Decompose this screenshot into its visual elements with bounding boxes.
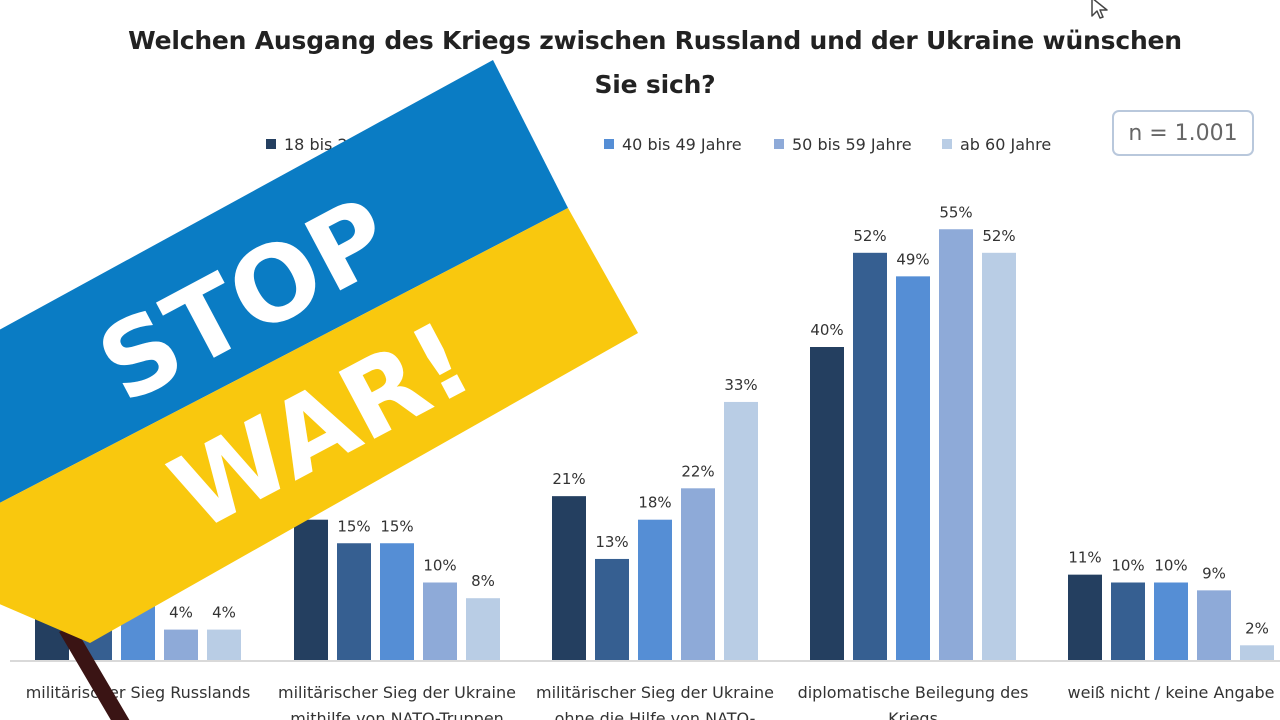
chart-title-line-2: Sie sich? [594,70,716,99]
legend-label: 50 bis 59 Jahre [792,134,912,154]
sample-size-badge: n = 1.001 [1112,110,1254,156]
value-label-4-3: 49% [896,250,929,268]
category-label-2-line-1: militärischer Sieg der Ukraine [278,683,516,702]
category-label-1-line-1: militärischer Sieg Russlands [26,683,251,702]
legend-label: ab 60 Jahre [960,134,1052,154]
category-label-4-line-1: diplomatische Beilegung des [798,683,1029,702]
bars-layer [35,229,1274,662]
category-label-4-line-2: Kriegs [888,709,938,720]
bar-2-1 [294,519,328,661]
legend-item-4: 50 bis 59 Jahre [774,134,912,154]
bar-4-5 [982,252,1016,662]
flag-yellow-stripe [0,208,638,643]
bar-3-1 [552,496,586,661]
legend-item-5: ab 60 Jahre [942,134,1051,154]
value-label-5-5: 2% [1245,619,1269,637]
value-label-2-4: 10% [423,557,456,575]
flag-pole [59,623,130,720]
bar-4-4 [939,229,973,661]
mouse-cursor-icon [1091,0,1108,19]
legend-swatch [942,139,952,149]
chart-title-line-1: Welchen Ausgang des Kriegs zwischen Russ… [128,26,1182,55]
legend-swatch [604,139,614,149]
bar-2-2 [337,543,371,661]
bar-5-3 [1154,582,1188,661]
bar-4-1 [810,347,844,661]
value-label-2-3: 15% [380,517,413,535]
bar-2-3 [380,543,414,661]
bar-3-4 [681,488,715,661]
value-label-3-2: 13% [595,533,628,551]
bar-3-2 [595,558,629,661]
category-label-5-line-1: weiß nicht / keine Angabe [1068,683,1275,702]
value-label-1-5: 4% [212,604,236,622]
bar-5-2 [1111,582,1145,661]
value-label-1-4: 4% [169,604,193,622]
category-label-3-line-1: militärischer Sieg der Ukraine [536,683,774,702]
category-label-2-line-2: mithilfe von NATO-Truppen [290,709,504,720]
category-label-3-line-2: ohne die Hilfe von NATO- [555,709,756,720]
value-label-2-5: 8% [471,572,495,590]
value-label-4-1: 40% [810,321,843,339]
bar-1-4 [164,629,198,661]
legend-item-3: 40 bis 49 Jahre [604,134,742,154]
value-label-3-1: 21% [552,470,585,488]
legend-swatch [266,139,276,149]
value-label-5-1: 11% [1068,549,1101,567]
legend-swatch [774,139,784,149]
value-label-5-4: 9% [1202,564,1226,582]
value-label-4-5: 52% [982,227,1015,245]
bar-3-3 [638,519,672,661]
flag-blue-stripe [0,60,568,503]
bar-5-5 [1240,645,1274,661]
legend-label: 40 bis 49 Jahre [622,134,742,154]
bar-1-5 [207,629,241,661]
value-label-4-2: 52% [853,227,886,245]
value-label-3-4: 22% [681,462,714,480]
value-label-3-3: 18% [638,494,671,512]
bar-4-3 [896,276,930,661]
value-label-5-3: 10% [1154,557,1187,575]
bar-3-5 [724,401,758,661]
bar-5-1 [1068,574,1102,661]
value-label-2-2: 15% [337,517,370,535]
bar-4-2 [853,252,887,662]
value-label-5-2: 10% [1111,557,1144,575]
bar-2-5 [466,598,500,661]
value-label-4-4: 55% [939,203,972,221]
category-labels-layer: militärischer Sieg Russlands militärische… [26,683,1275,720]
bar-2-4 [423,582,457,661]
bar-5-4 [1197,590,1231,661]
value-label-3-5: 33% [724,376,757,394]
